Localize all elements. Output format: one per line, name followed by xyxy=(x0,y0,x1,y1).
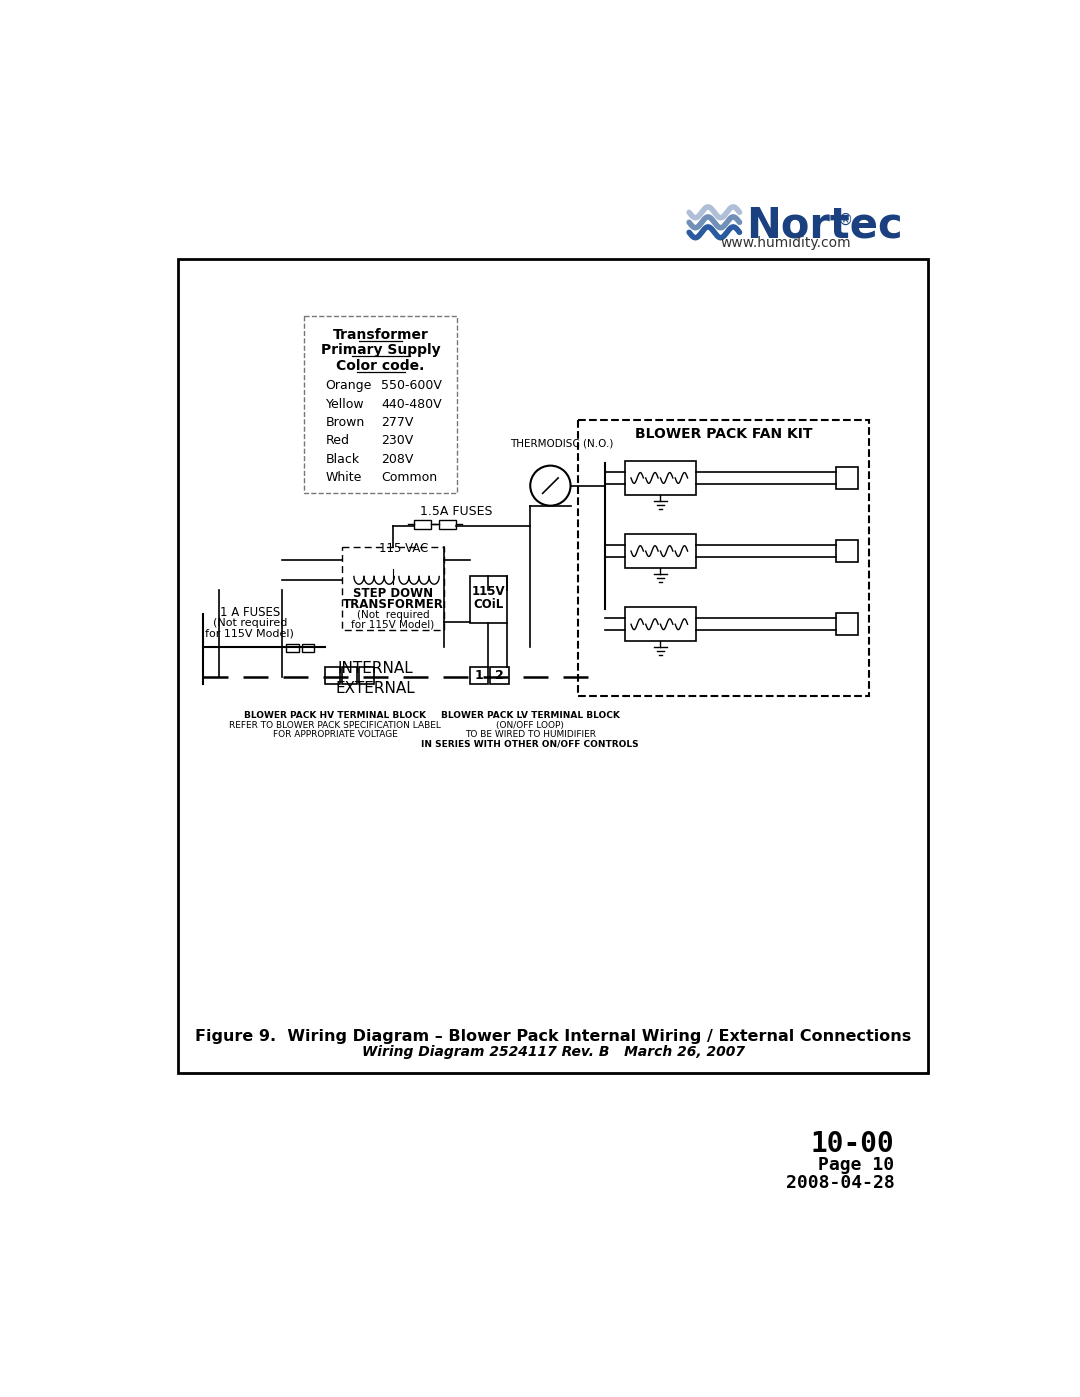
Text: 115 VAC: 115 VAC xyxy=(379,542,429,555)
Text: Figure 9.  Wiring Diagram – Blower Pack Internal Wiring / External Connections: Figure 9. Wiring Diagram – Blower Pack I… xyxy=(195,1028,912,1044)
Text: FOR APPROPRIATE VOLTAGE: FOR APPROPRIATE VOLTAGE xyxy=(272,729,397,739)
Text: COiL: COiL xyxy=(473,598,503,612)
Bar xyxy=(470,576,507,623)
Text: 1 A FUSES: 1 A FUSES xyxy=(219,606,280,619)
Text: for 115V Model): for 115V Model) xyxy=(205,629,294,638)
Text: 208V: 208V xyxy=(381,453,414,467)
Text: 277V: 277V xyxy=(381,416,414,429)
Bar xyxy=(301,644,314,652)
Bar xyxy=(342,548,444,630)
Text: www.humidity.com: www.humidity.com xyxy=(720,236,851,250)
Text: 230V: 230V xyxy=(381,434,414,447)
Bar xyxy=(625,461,697,495)
Bar xyxy=(470,666,488,683)
Text: (ON/OFF LOOP): (ON/OFF LOOP) xyxy=(497,721,564,729)
Bar xyxy=(836,467,859,489)
Text: STEP DOWN: STEP DOWN xyxy=(353,587,433,599)
Text: ®: ® xyxy=(838,212,853,228)
Text: Wiring Diagram 2524117 Rev. B   March 26, 2007: Wiring Diagram 2524117 Rev. B March 26, … xyxy=(362,1045,745,1059)
Bar xyxy=(578,420,869,696)
Text: THERMODISC (N.O.): THERMODISC (N.O.) xyxy=(511,439,613,448)
Bar xyxy=(286,644,298,652)
Text: 2008-04-28: 2008-04-28 xyxy=(786,1173,894,1192)
Text: (Not  required: (Not required xyxy=(356,610,430,620)
Text: 1: 1 xyxy=(475,669,484,682)
Text: 440-480V: 440-480V xyxy=(381,398,442,411)
Bar xyxy=(342,666,357,683)
Bar xyxy=(625,608,697,641)
Bar xyxy=(325,666,340,683)
Bar xyxy=(177,258,928,1073)
Text: BLOWER PACK LV TERMINAL BLOCK: BLOWER PACK LV TERMINAL BLOCK xyxy=(441,711,620,721)
Text: Nortec: Nortec xyxy=(745,204,902,246)
Text: Transformer: Transformer xyxy=(333,328,429,342)
Text: (Not required: (Not required xyxy=(213,619,287,629)
Text: Primary Supply: Primary Supply xyxy=(321,344,441,358)
Text: IN SERIES WITH OTHER ON/OFF CONTROLS: IN SERIES WITH OTHER ON/OFF CONTROLS xyxy=(421,739,639,749)
Text: BLOWER PACK HV TERMINAL BLOCK: BLOWER PACK HV TERMINAL BLOCK xyxy=(244,711,426,721)
Text: Black: Black xyxy=(326,453,360,467)
Text: TRANSFORMER: TRANSFORMER xyxy=(342,598,444,610)
Text: Red: Red xyxy=(326,434,350,447)
Text: REFER TO BLOWER PACK SPECIFICATION LABEL: REFER TO BLOWER PACK SPECIFICATION LABEL xyxy=(229,721,441,729)
Text: Color code.: Color code. xyxy=(337,359,424,373)
Text: INTERNAL: INTERNAL xyxy=(337,661,414,676)
Bar xyxy=(625,534,697,569)
Text: White: White xyxy=(326,471,362,485)
Bar xyxy=(490,666,509,683)
Text: Page 10: Page 10 xyxy=(819,1155,894,1173)
Text: 550-600V: 550-600V xyxy=(381,379,443,393)
Text: 2: 2 xyxy=(495,669,503,682)
Bar xyxy=(414,520,431,529)
Bar xyxy=(438,520,456,529)
Bar xyxy=(303,316,458,493)
Text: 115V: 115V xyxy=(472,584,505,598)
Text: Orange: Orange xyxy=(326,379,372,393)
Text: Brown: Brown xyxy=(326,416,365,429)
Text: BLOWER PACK FAN KIT: BLOWER PACK FAN KIT xyxy=(635,427,812,441)
Text: 10-00: 10-00 xyxy=(811,1130,894,1158)
Text: for 115V Model): for 115V Model) xyxy=(351,619,434,629)
Text: Common: Common xyxy=(381,471,437,485)
Bar xyxy=(359,666,375,683)
Bar xyxy=(836,541,859,562)
Bar xyxy=(836,613,859,636)
Text: 1.5A FUSES: 1.5A FUSES xyxy=(420,506,492,518)
Text: Yellow: Yellow xyxy=(326,398,364,411)
Text: TO BE WIRED TO HUMIDIFIER: TO BE WIRED TO HUMIDIFIER xyxy=(464,729,596,739)
Text: EXTERNAL: EXTERNAL xyxy=(336,680,415,696)
Circle shape xyxy=(530,465,570,506)
